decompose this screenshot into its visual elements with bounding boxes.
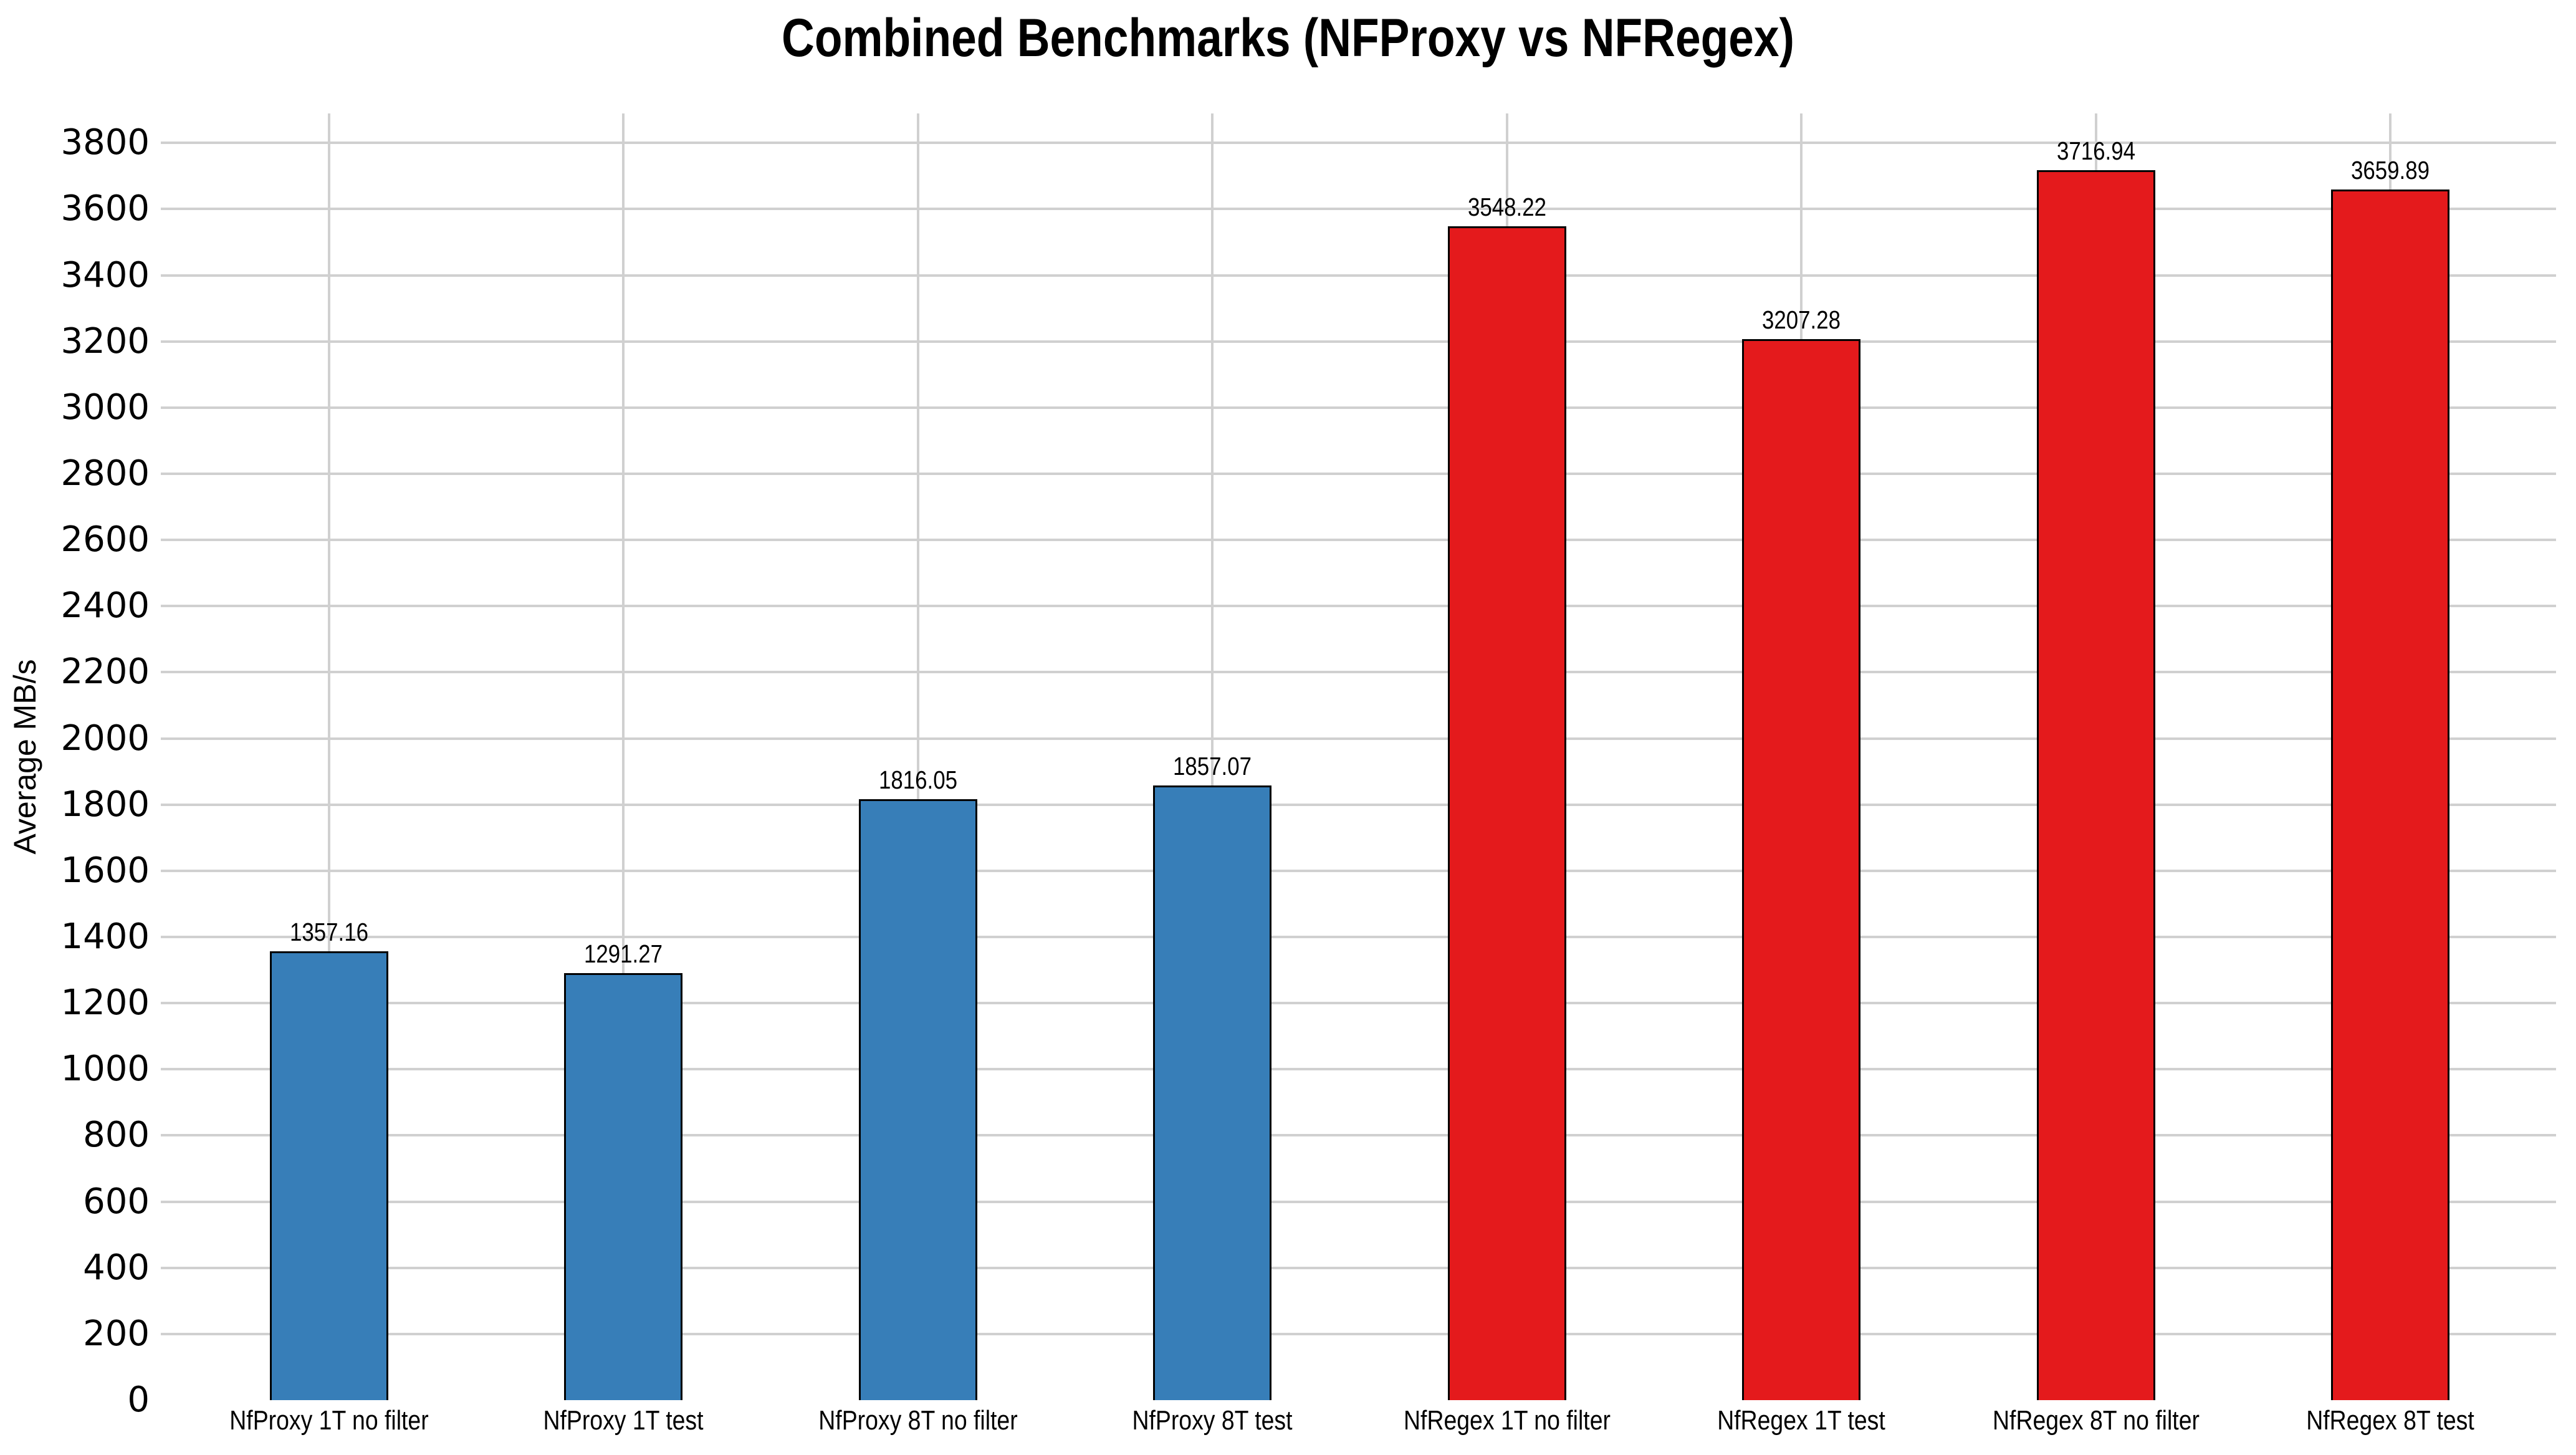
y-tick-label-0: 0 (127, 1380, 150, 1420)
h-gridline-800 (161, 1134, 2556, 1137)
bar-nfproxy-1t-no-filter (270, 951, 388, 1400)
y-tick-label-1000: 1000 (60, 1049, 150, 1090)
y-tick-label-600: 600 (83, 1181, 150, 1222)
h-gridline-3600 (161, 208, 2556, 211)
v-gridline-nfproxy-8t-test (1211, 113, 1214, 1400)
bar-nfregex-1t-no-filter (1447, 226, 1566, 1400)
h-gridline-3200 (161, 340, 2556, 343)
y-tick-label-2000: 2000 (60, 718, 150, 759)
y-tick-label-2400: 2400 (60, 585, 150, 627)
y-tick-label-3600: 3600 (60, 188, 150, 229)
v-gridline-nfproxy-1t-no-filter (328, 113, 330, 1400)
y-tick-label-3400: 3400 (60, 254, 150, 295)
y-tick-label-1800: 1800 (60, 784, 150, 825)
category-label-nfregex-8t-no-filter: NfRegex 8T no filter (1992, 1405, 2200, 1436)
y-tick-label-3000: 3000 (60, 387, 150, 428)
h-gridline-1800 (161, 803, 2556, 806)
h-gridline-2400 (161, 605, 2556, 608)
value-label-nfregex-8t-no-filter: 3716.94 (2056, 137, 2135, 165)
v-gridline-nfproxy-1t-test (622, 113, 625, 1400)
y-tick-label-1200: 1200 (60, 982, 150, 1024)
y-tick-label-1400: 1400 (60, 916, 150, 958)
h-gridline-400 (161, 1266, 2556, 1269)
h-gridline-3400 (161, 274, 2556, 277)
bar-nfregex-1t-test (1742, 339, 1861, 1400)
bar-nfregex-8t-test (2331, 190, 2449, 1400)
value-label-nfregex-1t-no-filter: 3548.22 (1467, 193, 1546, 221)
bar-nfproxy-8t-no-filter (858, 799, 977, 1400)
category-label-nfproxy-8t-test: NfProxy 8T test (1132, 1405, 1293, 1436)
category-label-nfproxy-1t-test: NfProxy 1T test (543, 1405, 704, 1436)
value-label-nfproxy-8t-test: 1857.07 (1173, 752, 1252, 780)
y-tick-label-3800: 3800 (60, 122, 150, 163)
y-tick-label-2200: 2200 (60, 651, 150, 693)
y-tick-label-400: 400 (83, 1247, 150, 1288)
value-label-nfregex-8t-test: 3659.89 (2351, 156, 2430, 185)
y-tick-label-2800: 2800 (60, 453, 150, 494)
bar-nfregex-8t-no-filter (2036, 170, 2155, 1400)
y-tick-label-200: 200 (83, 1313, 150, 1354)
value-label-nfproxy-1t-test: 1291.27 (584, 939, 663, 968)
y-tick-label-2600: 2600 (60, 519, 150, 560)
category-label-nfregex-8t-test: NfRegex 8T test (2306, 1405, 2474, 1436)
h-gridline-2200 (161, 671, 2556, 674)
category-label-nfproxy-8t-no-filter: NfProxy 8T no filter (818, 1405, 1018, 1436)
h-gridline-200 (161, 1332, 2556, 1335)
h-gridline-3800 (161, 142, 2556, 145)
v-gridline-nfproxy-8t-no-filter (916, 113, 919, 1400)
h-gridline-1200 (161, 1002, 2556, 1005)
h-gridline-2600 (161, 539, 2556, 542)
value-label-nfregex-1t-test: 3207.28 (1762, 305, 1841, 334)
h-gridline-1000 (161, 1068, 2556, 1071)
h-gridline-2000 (161, 737, 2556, 740)
y-tick-label-1600: 1600 (60, 850, 150, 891)
h-gridline-1600 (161, 869, 2556, 872)
h-gridline-3000 (161, 406, 2556, 409)
category-label-nfproxy-1t-no-filter: NfProxy 1T no filter (229, 1405, 429, 1436)
h-gridline-1400 (161, 936, 2556, 939)
y-tick-label-3200: 3200 (60, 320, 150, 362)
h-gridline-600 (161, 1200, 2556, 1203)
bar-nfproxy-8t-test (1153, 785, 1272, 1400)
chart-title: Combined Benchmarks (NFProxy vs NFRegex) (782, 8, 1794, 68)
category-label-nfregex-1t-no-filter: NfRegex 1T no filter (1403, 1405, 1611, 1436)
h-gridline-2800 (161, 473, 2556, 476)
value-label-nfproxy-8t-no-filter: 1816.05 (878, 766, 957, 794)
category-label-nfregex-1t-test: NfRegex 1T test (1717, 1405, 1885, 1436)
bar-nfproxy-1t-test (564, 973, 683, 1400)
value-label-nfproxy-1t-no-filter: 1357.16 (290, 918, 368, 946)
y-tick-label-800: 800 (83, 1115, 150, 1156)
